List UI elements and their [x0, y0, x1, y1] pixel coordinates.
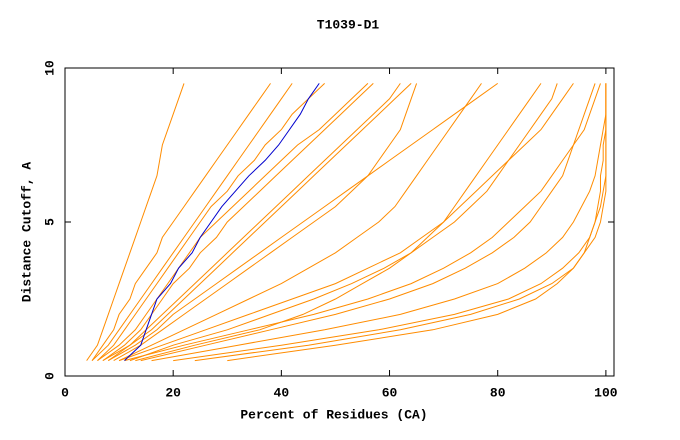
- data-line: [227, 83, 607, 362]
- data-line: [97, 83, 325, 361]
- x-tick-label: 100: [594, 385, 618, 400]
- y-tick-label: 5: [42, 218, 57, 226]
- y-tick-label: 10: [42, 60, 57, 76]
- data-line: [97, 83, 369, 362]
- data-line: [173, 83, 607, 362]
- data-line: [140, 83, 596, 362]
- data-line: [86, 83, 185, 361]
- data-line: [107, 83, 401, 362]
- data-line: [135, 83, 542, 362]
- chart-title: T1039-D1: [317, 17, 380, 32]
- plot-area: [86, 82, 607, 362]
- data-line: [151, 83, 607, 362]
- x-tick-label: 40: [274, 385, 290, 400]
- x-tick-label: 20: [165, 385, 181, 400]
- data-line: [91, 83, 271, 361]
- data-line: [118, 83, 574, 362]
- x-tick-label: 60: [382, 385, 398, 400]
- x-tick-label: 80: [490, 385, 506, 400]
- x-axis-label: Percent of Residues (CA): [240, 407, 427, 422]
- data-line: [124, 83, 320, 361]
- y-tick-label: 0: [42, 372, 57, 380]
- data-line: [91, 83, 293, 361]
- data-line: [118, 83, 482, 362]
- plot-frame: [64, 67, 615, 377]
- x-tick-label: 0: [61, 385, 69, 400]
- y-axis-label: Distance Cutoff, A: [19, 162, 34, 303]
- data-line: [102, 83, 412, 362]
- data-line: [108, 82, 498, 362]
- data-line: [129, 83, 558, 362]
- data-line: [113, 83, 418, 362]
- data-line: [124, 83, 601, 362]
